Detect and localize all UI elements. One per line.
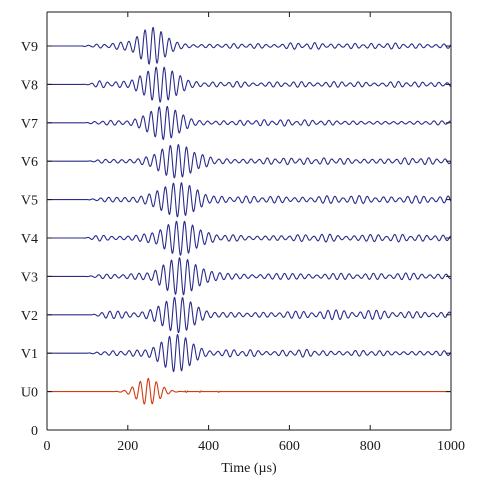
- trace-v6: [46, 144, 452, 179]
- y-tick-label: V4: [21, 232, 38, 247]
- y-tick-label: V9: [21, 40, 38, 55]
- trace-v5: [46, 182, 452, 218]
- trace-v8: [46, 66, 452, 103]
- y-tick-label: V6: [21, 155, 38, 170]
- x-tick-label: 600: [279, 439, 300, 454]
- trace-group: [46, 26, 452, 405]
- plot-frame: [46, 11, 452, 431]
- trace-v3: [46, 257, 452, 296]
- x-tick-label: 400: [198, 439, 219, 454]
- x-tick-label: 0: [44, 439, 51, 454]
- y-tick-label: U0: [21, 386, 38, 401]
- y-tick-label: V7: [21, 117, 38, 132]
- x-tick-group: 0 200 400 600 800 1000: [44, 12, 465, 454]
- trace-v9: [46, 26, 452, 65]
- trace-v4: [46, 220, 452, 256]
- y-tick-group: 0 U0 V1 V2 V3 V4 V5 V6 V7 V8 V9: [21, 40, 451, 439]
- x-tick-label: 1000: [437, 439, 465, 454]
- x-axis-label: Time (µs): [221, 461, 277, 476]
- x-tick-label: 200: [117, 439, 138, 454]
- trace-u0: [46, 377, 452, 405]
- y-tick-label: V8: [21, 78, 38, 93]
- y-tick-label: 0: [31, 424, 38, 439]
- y-tick-label: V3: [21, 270, 38, 285]
- trace-v1: [46, 334, 452, 373]
- y-tick-label: V1: [21, 347, 38, 362]
- y-tick-label: V2: [21, 309, 38, 324]
- x-tick-label: 800: [360, 439, 381, 454]
- y-tick-label: V5: [21, 194, 38, 209]
- trace-v7: [46, 105, 452, 141]
- trace-v2: [46, 296, 452, 334]
